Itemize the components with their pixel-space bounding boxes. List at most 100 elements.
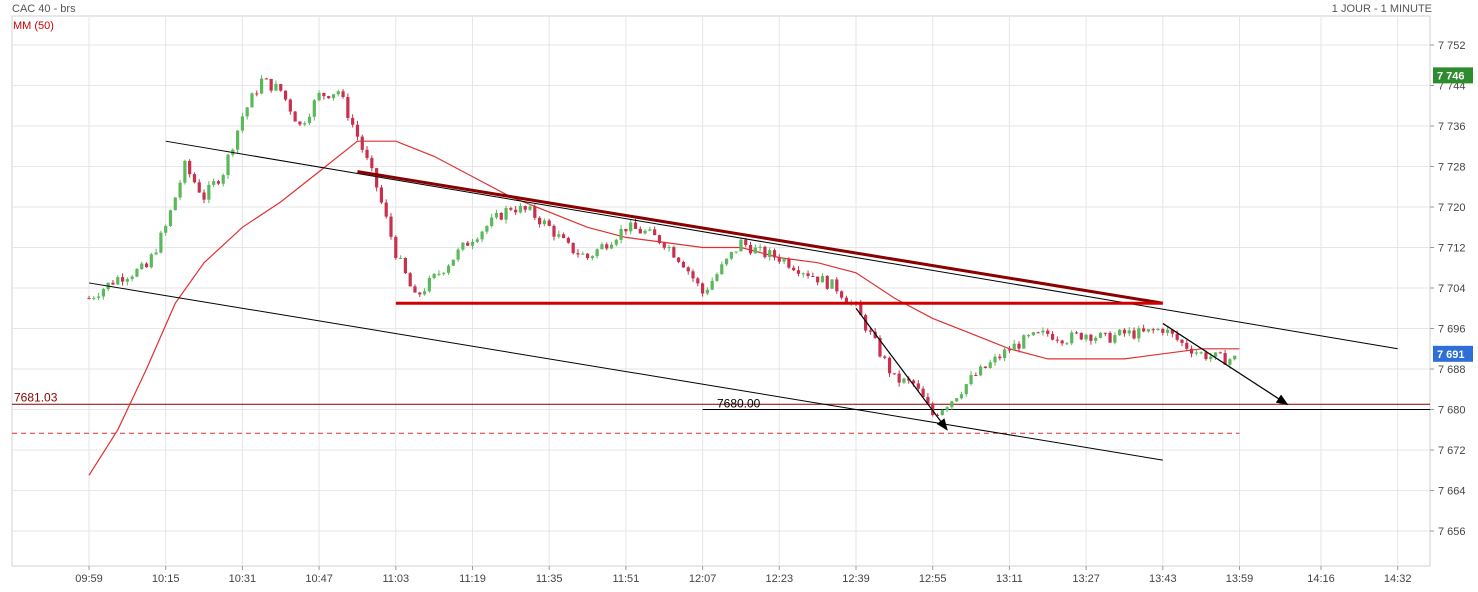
candle-body bbox=[518, 206, 523, 213]
x-tick-label: 11:51 bbox=[613, 573, 640, 585]
candle-body bbox=[370, 157, 374, 169]
candle-body bbox=[384, 202, 388, 217]
candle-body bbox=[1118, 329, 1122, 336]
price-badge-label: 7 691 bbox=[1437, 349, 1465, 361]
candle-body bbox=[1012, 343, 1016, 351]
candle-body bbox=[212, 181, 216, 185]
candle-body bbox=[600, 244, 604, 250]
candle-body bbox=[120, 277, 125, 282]
candle-body bbox=[677, 257, 681, 262]
candle-body bbox=[1089, 334, 1093, 341]
x-tick-label: 11:03 bbox=[382, 573, 409, 585]
candle-body bbox=[605, 244, 609, 249]
x-tick-label: 11:35 bbox=[536, 573, 563, 585]
candle-body bbox=[1070, 332, 1074, 344]
candle-body bbox=[1142, 328, 1146, 332]
candle-body bbox=[840, 291, 844, 298]
candle-body bbox=[303, 123, 307, 125]
candle-body bbox=[801, 273, 805, 275]
trendline-lower-channel bbox=[88, 282, 1163, 461]
candles bbox=[87, 74, 1237, 417]
candle-body bbox=[341, 91, 345, 98]
candle-body bbox=[1022, 335, 1026, 349]
candle-body bbox=[633, 222, 638, 229]
y-tick-label: 7 752 bbox=[1438, 40, 1466, 52]
candle-body bbox=[595, 249, 599, 257]
timeframe-label[interactable]: 1 JOUR - 1 MINUTE bbox=[1331, 3, 1432, 15]
candle-body bbox=[1031, 332, 1035, 336]
candle-body bbox=[490, 217, 494, 227]
candle-body bbox=[140, 263, 144, 270]
candle-body bbox=[701, 283, 705, 294]
projection-arrow bbox=[855, 307, 948, 431]
candle-body bbox=[705, 289, 709, 294]
candle-body bbox=[317, 92, 321, 101]
candle-body bbox=[403, 257, 407, 274]
candle-body bbox=[1103, 332, 1107, 334]
candle-body bbox=[806, 273, 810, 276]
y-tick-label: 7 720 bbox=[1438, 202, 1466, 214]
candle-body bbox=[312, 100, 316, 117]
candle-body bbox=[638, 228, 642, 234]
candle-body bbox=[686, 267, 690, 272]
candle-body bbox=[844, 297, 849, 304]
candle-body bbox=[466, 242, 470, 246]
candle-body bbox=[451, 259, 455, 266]
candle-body bbox=[983, 366, 988, 368]
candle-body bbox=[499, 212, 503, 220]
candle-body bbox=[307, 116, 312, 124]
candle-body bbox=[336, 91, 340, 95]
candle-body bbox=[259, 78, 264, 94]
candle-body bbox=[1228, 359, 1232, 365]
candle-body bbox=[365, 149, 369, 158]
candle-body bbox=[561, 234, 566, 239]
candle-body bbox=[216, 181, 221, 184]
y-tick-label: 7 728 bbox=[1438, 162, 1466, 174]
candle-body bbox=[911, 380, 916, 384]
candle-body bbox=[351, 117, 355, 125]
moving-average-line bbox=[88, 140, 1240, 476]
candle-body bbox=[509, 208, 513, 210]
y-tick-label: 7 688 bbox=[1438, 364, 1466, 376]
candle-body bbox=[950, 401, 954, 408]
candle-body bbox=[1055, 339, 1059, 341]
projection-arrow bbox=[1162, 322, 1289, 406]
candle-body bbox=[1151, 329, 1155, 331]
candle-body bbox=[360, 136, 364, 150]
x-tick-label: 12:07 bbox=[689, 573, 717, 585]
candle-body bbox=[1127, 330, 1131, 334]
candle-body bbox=[887, 357, 892, 374]
x-tick-label: 10:15 bbox=[152, 573, 180, 585]
candle-body bbox=[955, 398, 959, 402]
candle-body bbox=[379, 187, 384, 203]
x-tick-label: 14:32 bbox=[1384, 573, 1412, 585]
candle-body bbox=[394, 236, 398, 259]
candle-body bbox=[1079, 332, 1083, 340]
candle-body bbox=[168, 210, 173, 226]
candle-body bbox=[782, 259, 786, 262]
candle-body bbox=[585, 253, 590, 259]
candle-body bbox=[116, 277, 120, 285]
candle-body bbox=[772, 250, 777, 258]
candle-body bbox=[998, 356, 1002, 359]
candle-body bbox=[542, 220, 547, 225]
candle-body bbox=[528, 206, 532, 210]
candle-body bbox=[1156, 328, 1160, 331]
candle-body bbox=[648, 229, 652, 231]
candle-body bbox=[696, 278, 700, 284]
candle-body bbox=[101, 289, 105, 297]
candle-body bbox=[1074, 332, 1079, 334]
candle-body bbox=[921, 388, 925, 398]
price-badge bbox=[1433, 345, 1473, 362]
x-tick-label: 12:55 bbox=[919, 573, 947, 585]
candle-body bbox=[456, 249, 460, 260]
trendline-upper-channel bbox=[165, 140, 1398, 350]
candle-body bbox=[288, 99, 292, 112]
candle-body bbox=[461, 242, 465, 250]
candle-body bbox=[183, 160, 187, 183]
candle-body bbox=[969, 374, 973, 385]
candle-body bbox=[240, 116, 244, 131]
candle-body bbox=[552, 225, 556, 237]
